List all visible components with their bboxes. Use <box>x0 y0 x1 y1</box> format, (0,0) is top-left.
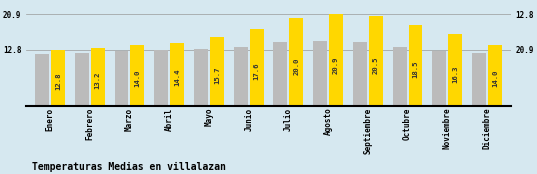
Bar <box>35 54 49 106</box>
Bar <box>210 37 224 106</box>
Bar <box>313 41 327 106</box>
Bar <box>393 47 407 106</box>
Text: 17.6: 17.6 <box>253 63 259 80</box>
Bar <box>432 51 446 106</box>
Text: Temperaturas Medias en villalazan: Temperaturas Medias en villalazan <box>32 162 226 172</box>
Text: 20.9: 20.9 <box>333 56 339 74</box>
Bar <box>329 14 343 106</box>
Text: 14.0: 14.0 <box>492 70 498 87</box>
Bar <box>114 51 128 106</box>
Bar <box>194 49 208 106</box>
Bar <box>409 25 423 106</box>
Bar <box>353 42 367 106</box>
Text: 15.7: 15.7 <box>214 66 220 84</box>
Bar <box>250 29 264 106</box>
Bar <box>91 48 105 106</box>
Bar <box>234 47 248 106</box>
Bar <box>448 34 462 106</box>
Bar <box>170 43 184 106</box>
Bar <box>488 45 502 106</box>
Bar <box>273 42 287 106</box>
Bar <box>75 53 89 106</box>
Bar <box>154 50 168 106</box>
Text: 18.5: 18.5 <box>412 61 418 78</box>
Bar <box>369 16 383 106</box>
Bar <box>130 45 144 106</box>
Text: 14.0: 14.0 <box>134 70 140 87</box>
Bar <box>472 53 486 106</box>
Text: 13.2: 13.2 <box>95 71 100 89</box>
Text: 20.0: 20.0 <box>293 58 299 75</box>
Text: 12.8: 12.8 <box>55 72 61 90</box>
Bar <box>51 50 65 106</box>
Text: 20.5: 20.5 <box>373 57 379 74</box>
Text: 16.3: 16.3 <box>452 65 458 83</box>
Text: 14.4: 14.4 <box>174 69 180 86</box>
Bar <box>289 18 303 106</box>
